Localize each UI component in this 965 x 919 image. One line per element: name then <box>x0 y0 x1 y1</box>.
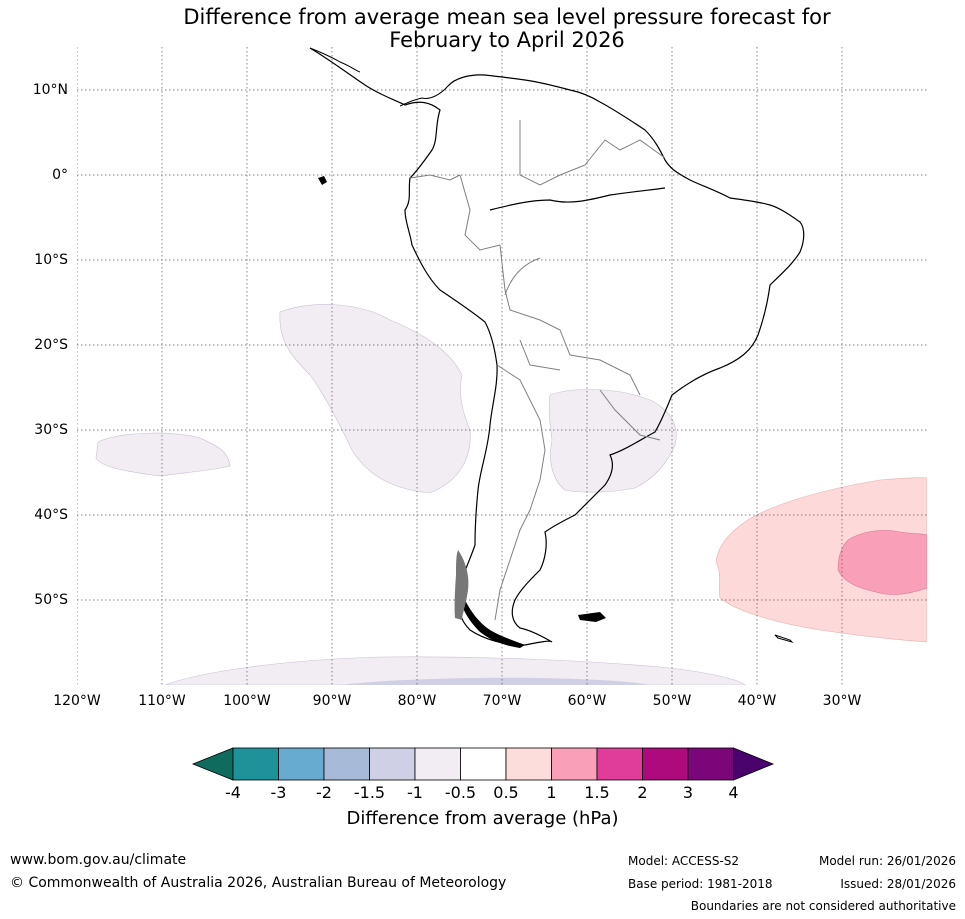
colorbar-tick: 3 <box>682 783 694 802</box>
lat-label-10s: 10°S <box>34 252 68 268</box>
lon-label-110w: 110°W <box>138 693 186 709</box>
anomaly-negative-atlantic <box>548 389 677 493</box>
colorbar-label: Difference from average (hPa) <box>346 808 619 829</box>
colorbar-arrow-high <box>733 747 775 781</box>
colorbar-segment <box>596 747 643 781</box>
lon-label-100w: 100°W <box>223 693 271 709</box>
lat-label-10n: 10°N <box>32 82 68 98</box>
model-text: Model: ACCESS-S2 <box>628 854 740 868</box>
colorbar-segment <box>551 747 598 781</box>
south-georgia <box>774 634 794 644</box>
colorbar-segment <box>505 747 552 781</box>
falkland-islands <box>578 612 606 622</box>
colorbar-tick: 1.5 <box>584 783 610 802</box>
issued-text: Issued: 28/01/2026 <box>840 877 956 891</box>
colorbar-tick: 4 <box>728 783 739 802</box>
lon-label-90w: 90°W <box>312 693 352 709</box>
lon-label-120w: 120°W <box>53 693 101 709</box>
lat-label-40s: 40°S <box>34 507 68 523</box>
colorbar-tick: -0.5 <box>444 783 477 802</box>
anomaly-positive-core <box>837 530 927 595</box>
base-period-text: Base period: 1981-2018 <box>628 877 773 891</box>
colorbar-segment <box>687 747 734 781</box>
lon-label-70w: 70°W <box>482 693 522 709</box>
colorbar-tick: 0.5 <box>493 783 519 802</box>
title-line-1: Difference from average mean sea level p… <box>183 5 831 29</box>
website-link[interactable]: www.bom.gov.au/climate <box>10 852 187 868</box>
colorbar-segment <box>278 747 325 781</box>
colorbar-tick: -1 <box>407 783 423 802</box>
colorbar-tick: -3 <box>270 783 287 802</box>
chile-archipelago <box>454 550 469 620</box>
lon-label-30w: 30°W <box>822 693 862 709</box>
copyright-text: © Commonwealth of Australia 2026, Austra… <box>10 875 507 891</box>
caribbean-coast <box>399 85 449 107</box>
anomaly-negative-pacific-east <box>279 304 471 494</box>
anomaly-negative-south-inner <box>340 677 650 685</box>
colorbar-tick: 1 <box>546 783 557 802</box>
south-america-coastline <box>309 47 805 646</box>
colorbar-segment <box>642 747 689 781</box>
colorbar-tick: 2 <box>637 783 648 802</box>
lon-label-80w: 80°W <box>397 693 437 709</box>
anomaly-negative-pacific-west <box>95 432 231 477</box>
central-america <box>309 47 361 73</box>
colorbar-tick: -2 <box>316 783 332 802</box>
disclaimer-text: Boundaries are not considered authoritat… <box>690 899 956 913</box>
colorbar-segment <box>369 747 416 781</box>
title-line-2: February to April 2026 <box>389 28 625 52</box>
lat-label-50s: 50°S <box>34 592 68 608</box>
colorbar-tick: -1.5 <box>353 783 386 802</box>
tierra-del-fuego <box>460 598 525 648</box>
model-run-text: Model run: 26/01/2026 <box>818 854 956 868</box>
colorbar-tick: -4 <box>225 783 241 802</box>
lat-label-20s: 20°S <box>34 337 68 353</box>
lon-label-40w: 40°W <box>737 693 777 709</box>
colorbar-segment <box>232 747 279 781</box>
anomaly-negative-south <box>164 656 746 685</box>
colorbar-segment <box>323 747 370 781</box>
colorbar-segment <box>460 747 507 781</box>
anomaly-positive-south-atlantic <box>715 477 927 643</box>
lat-label-30s: 30°S <box>34 422 68 438</box>
colorbar <box>191 747 775 781</box>
colorbar-segment <box>414 747 461 781</box>
colorbar-arrow-low <box>191 747 234 781</box>
galapagos <box>318 176 327 185</box>
lon-label-60w: 60°W <box>567 693 607 709</box>
amazon-river <box>489 187 666 211</box>
lon-label-50w: 50°W <box>652 693 692 709</box>
lat-label-0: 0° <box>52 167 68 183</box>
